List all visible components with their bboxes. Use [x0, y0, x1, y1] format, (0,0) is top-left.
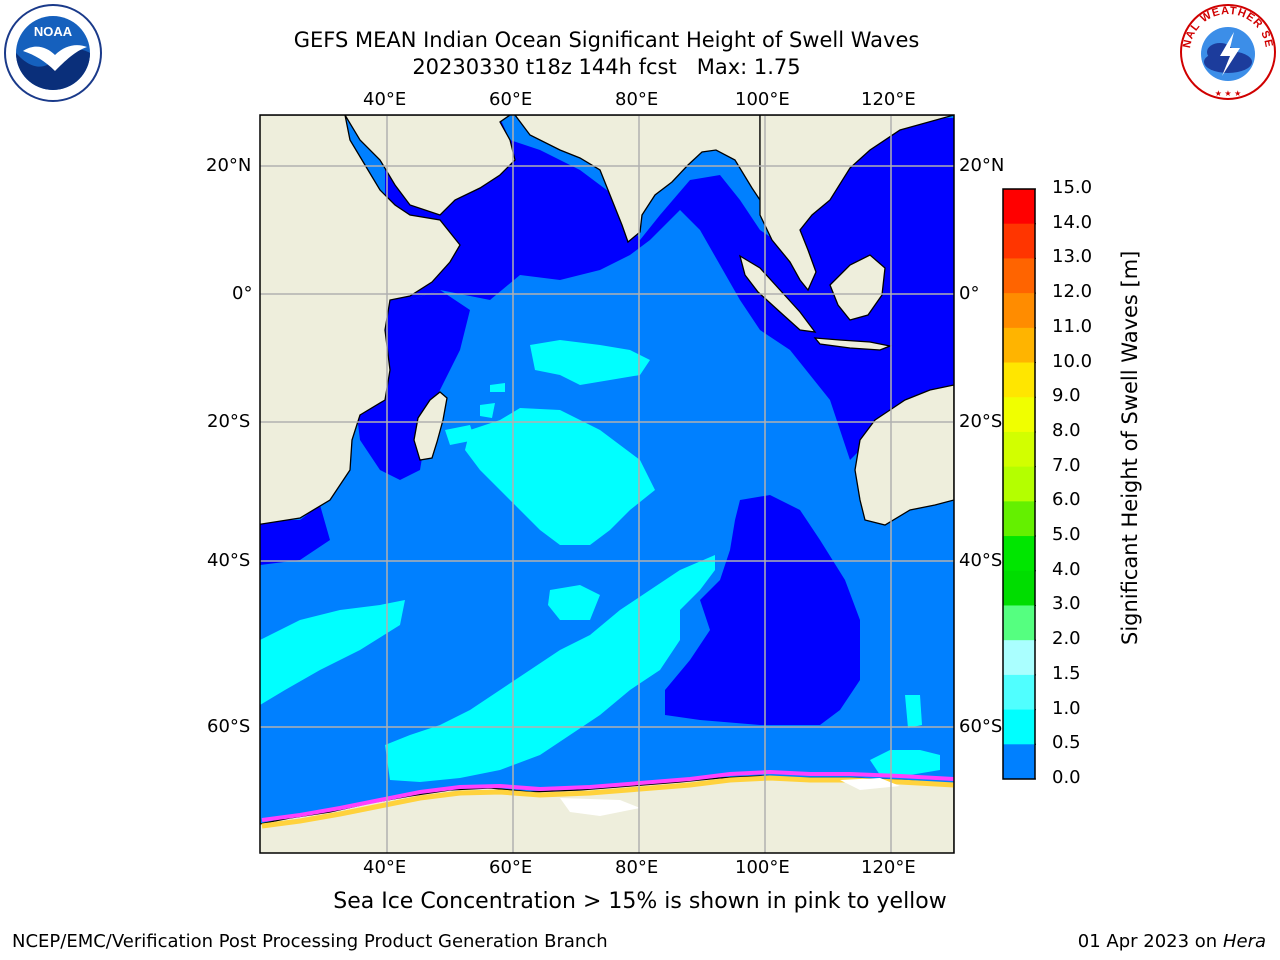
colorbar-tick-label: 1.0	[1052, 697, 1081, 719]
footer-machine: Hera	[1222, 931, 1266, 952]
colorbar-tick-label: 11.0	[1052, 315, 1093, 337]
colorbar-segment	[1003, 362, 1035, 398]
colorbar-tick-label: 0.0	[1052, 767, 1081, 788]
colorbar-tick-label: 2.0	[1052, 628, 1081, 650]
colorbar-segment	[1003, 674, 1035, 711]
colorbar-segment	[1003, 570, 1035, 606]
map-frame	[259, 114, 955, 854]
lat-label-right: 20°S	[959, 411, 1003, 432]
colorbar-segment	[1003, 709, 1035, 745]
colorbar-tick-label: 9.0	[1052, 385, 1081, 407]
lon-label-bottom: 100°E	[735, 857, 790, 878]
lon-label-bottom: 60°E	[489, 857, 533, 878]
lon-label-bottom: 40°E	[363, 857, 407, 878]
chart-title: GEFS MEAN Indian Ocean Significant Heigh…	[293, 28, 920, 52]
noaa-logo-text: NOAA	[34, 24, 73, 39]
australia	[854, 384, 954, 526]
lat-label-left: 20°S	[207, 411, 251, 432]
lat-lon-grid	[260, 115, 954, 853]
svg-text:★ ★ ★: ★ ★ ★	[1215, 89, 1242, 98]
colorbar-tick-label: 8.0	[1052, 419, 1081, 441]
chart-subtitle: 20230330 t18z 144h fcst Max: 1.75	[412, 55, 801, 79]
colorbar	[1002, 188, 1036, 780]
lat-label-right: 20°N	[959, 155, 1005, 176]
colorbar-tick-label: 12.0	[1052, 281, 1093, 303]
colorbar-segment	[1003, 431, 1035, 468]
lat-label-left: 0°	[232, 283, 253, 304]
noaa-logo: NOAA	[4, 4, 102, 102]
colorbar-tick-label: 0.5	[1052, 732, 1081, 754]
lat-label-left: 20°N	[206, 155, 252, 176]
colorbar-segment	[1003, 605, 1035, 641]
colorbar-segment	[1003, 744, 1035, 780]
lat-label-right: 60°S	[959, 716, 1003, 737]
colorbar-segment	[1003, 466, 1035, 502]
footer-date: 01 Apr 2023 on Hera	[1078, 931, 1266, 952]
colorbar-tick-label: 3.0	[1052, 593, 1081, 615]
lon-label-top: 120°E	[861, 89, 916, 110]
colorbar-segment	[1003, 258, 1035, 294]
colorbar-segment	[1003, 327, 1035, 364]
colorbar-segment	[1003, 640, 1035, 676]
java	[813, 337, 893, 351]
sea-ice-caption: Sea Ice Concentration > 15% is shown in …	[333, 889, 947, 914]
lon-label-top: 80°E	[615, 89, 659, 110]
footer-date-text: 01 Apr 2023 on	[1077, 931, 1223, 952]
borneo	[829, 254, 886, 321]
colorbar-tick-label: 7.0	[1052, 454, 1081, 476]
india	[514, 115, 761, 244]
colorbar-tick-label: 4.0	[1052, 558, 1081, 580]
colorbar-tick-label: 13.0	[1052, 246, 1093, 268]
lat-label-left: 60°S	[207, 716, 251, 737]
southeast-asia	[759, 115, 954, 292]
colorbar-frame	[1002, 188, 1036, 780]
lat-label-right: 40°S	[959, 550, 1003, 571]
lat-label-right: 0°	[959, 283, 980, 304]
sea-ice-edge	[261, 769, 954, 829]
colorbar-segment	[1003, 293, 1035, 329]
madagascar	[413, 391, 448, 461]
colorbar-segment	[1003, 397, 1035, 433]
colorbar-segment	[1003, 501, 1035, 537]
lon-label-top: 40°E	[363, 89, 407, 110]
footer-credit: NCEP/EMC/Verification Post Processing Pr…	[12, 931, 608, 952]
colorbar-tick-label: 6.0	[1052, 489, 1081, 511]
lon-label-top: 60°E	[489, 89, 533, 110]
lon-label-bottom: 80°E	[615, 857, 659, 878]
colorbar-tick-label: 5.0	[1052, 524, 1081, 546]
lon-label-top: 100°E	[735, 89, 790, 110]
lon-label-bottom: 120°E	[861, 857, 916, 878]
colorbar-tick-label: 15.0	[1052, 177, 1093, 198]
colorbar-tick-label: 1.5	[1052, 662, 1081, 684]
colorbar-segment	[1003, 189, 1035, 225]
nws-logo: NATIONAL WEATHER SERVICE ★ ★ ★	[1178, 2, 1276, 100]
colorbar-tick-label: 14.0	[1052, 211, 1093, 233]
colorbar-label: Significant Height of Swell Waves [m]	[1118, 250, 1142, 645]
colorbar-tick-label: 10.0	[1052, 350, 1093, 372]
lat-label-left: 40°S	[207, 550, 251, 571]
colorbar-segment	[1003, 223, 1035, 259]
colorbar-segment	[1003, 536, 1035, 572]
